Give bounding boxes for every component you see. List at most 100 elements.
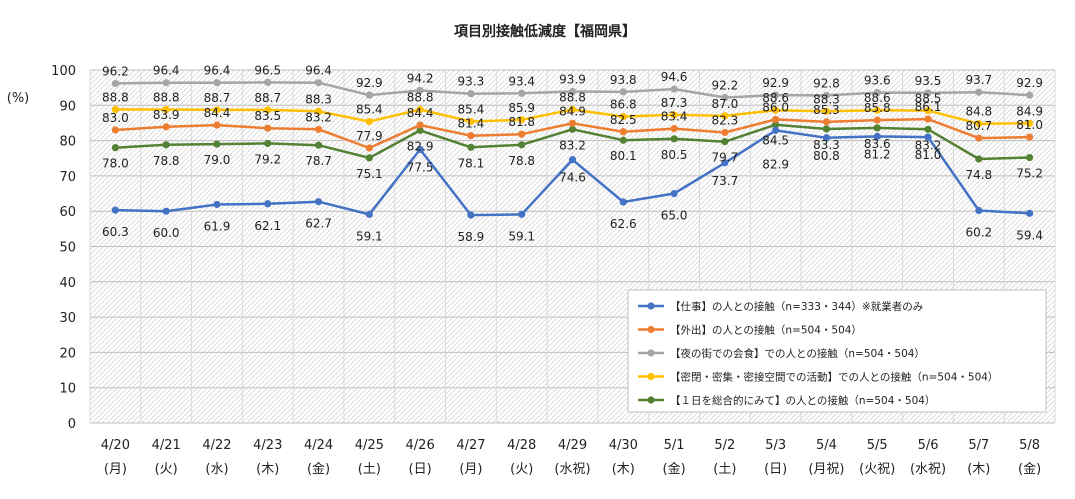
x-tick-label: 5/7 (968, 438, 989, 453)
data-point (467, 211, 475, 219)
data-label: 79.0 (204, 153, 231, 167)
y-tick-label: 80 (59, 135, 76, 150)
data-label: 93.5 (915, 74, 942, 88)
x-tick-label: 4/22 (202, 438, 231, 453)
data-point (619, 136, 627, 144)
data-point (518, 130, 526, 138)
data-label: 60.3 (102, 225, 129, 239)
data-point (721, 93, 729, 102)
data-point (365, 154, 373, 162)
x-tick-label: 5/1 (664, 438, 685, 453)
data-label: 87.0 (712, 97, 739, 111)
data-label: 88.5 (915, 92, 942, 106)
data-label: 59.4 (1016, 228, 1043, 242)
data-point (518, 141, 526, 149)
data-label: 96.4 (153, 64, 180, 78)
data-point (975, 120, 983, 128)
data-point (518, 210, 526, 218)
y-tick-label: 50 (59, 241, 76, 256)
data-label: 82.3 (712, 113, 739, 127)
data-point (365, 210, 373, 218)
data-label: 84.4 (407, 106, 434, 120)
x-day-label: (火) (155, 462, 178, 477)
data-point (111, 105, 119, 114)
x-day-label: (木) (967, 462, 990, 477)
x-day-label: (水) (205, 462, 228, 477)
data-point (721, 138, 729, 146)
x-tick-label: 5/4 (816, 438, 837, 453)
x-tick-label: 4/26 (406, 438, 435, 453)
legend-entry: 【仕事】の人との接触（n=333・344）※就業者のみ (670, 300, 923, 313)
data-point (111, 206, 119, 214)
data-point (416, 121, 424, 129)
data-label: 86.8 (610, 98, 637, 112)
data-point (721, 159, 729, 167)
x-day-label: (土) (358, 462, 381, 477)
data-point (314, 198, 323, 206)
y-tick-label: 10 (59, 382, 76, 397)
legend-marker (647, 396, 655, 404)
data-point (365, 144, 373, 152)
data-point (314, 141, 323, 149)
data-label: 81.0 (915, 148, 942, 162)
data-label: 74.6 (559, 171, 586, 185)
x-day-label: (日) (764, 462, 787, 477)
data-point (772, 91, 780, 99)
x-tick-label: 4/20 (101, 438, 130, 453)
x-tick-label: 4/30 (609, 438, 638, 453)
x-day-label: (月祝) (808, 462, 844, 477)
data-label: 65.0 (661, 209, 688, 223)
data-point (467, 143, 475, 151)
data-point (721, 128, 729, 137)
data-point (365, 117, 373, 126)
data-point (111, 126, 119, 134)
data-point (264, 106, 272, 114)
data-point (1026, 91, 1034, 99)
y-tick-label: 100 (51, 64, 76, 79)
y-tick-label: 40 (59, 276, 76, 291)
data-label: 78.1 (458, 156, 485, 170)
data-point (670, 85, 678, 93)
data-point (365, 91, 373, 99)
x-tick-label: 4/28 (507, 438, 536, 453)
data-point (213, 106, 221, 114)
data-label: 78.7 (305, 154, 332, 168)
data-label: 96.4 (305, 64, 332, 78)
data-point (975, 155, 983, 163)
data-point (213, 121, 221, 129)
data-point (619, 88, 627, 96)
data-label: 60.2 (965, 225, 992, 239)
data-point (416, 86, 424, 95)
data-label: 83.6 (864, 137, 891, 151)
data-point (162, 141, 170, 149)
series-lines (111, 78, 1034, 219)
legend-box (627, 289, 1047, 413)
data-label: 85.8 (864, 101, 891, 115)
data-label: 79.7 (712, 151, 739, 165)
x-day-label: (水祝) (554, 462, 590, 477)
y-tick-label: 0 (68, 417, 76, 432)
x-day-label: (日) (409, 462, 432, 477)
data-point (467, 132, 475, 140)
x-day-label: (月) (459, 462, 482, 477)
y-tick-label: 70 (59, 170, 76, 185)
data-point (822, 134, 831, 142)
gridlines (89, 69, 1056, 424)
data-point (670, 124, 678, 133)
data-point (416, 145, 424, 154)
data-label: 88.8 (407, 91, 434, 105)
data-point (162, 105, 170, 114)
data-label: 93.3 (458, 75, 485, 89)
data-point (924, 89, 932, 97)
data-point (467, 90, 475, 98)
data-point (1026, 119, 1034, 127)
data-label: 75.1 (356, 167, 383, 181)
x-tick-label: 4/21 (152, 438, 181, 453)
data-label: 62.1 (254, 219, 281, 233)
data-label: 78.0 (102, 157, 129, 171)
data-point (314, 79, 323, 87)
data-label: 84.5 (762, 134, 789, 148)
data-label: 75.2 (1016, 167, 1043, 181)
legend-entry: 【夜の街での会食】での人との接触（n=504・504） (670, 347, 925, 360)
